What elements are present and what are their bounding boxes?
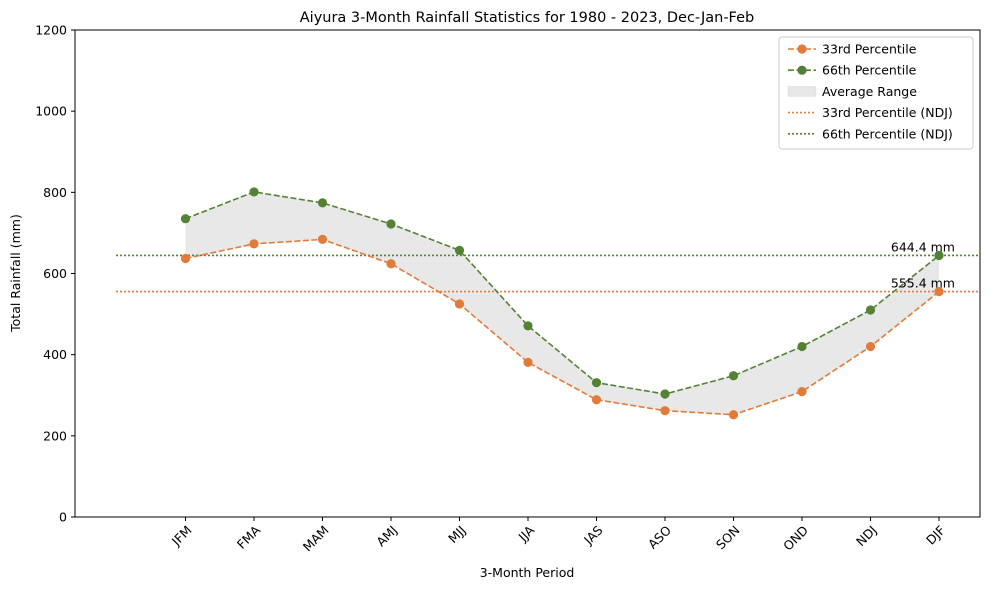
x-tick-label-5: JJA <box>515 522 538 545</box>
series-1-point-2 <box>317 198 328 208</box>
legend-marker-1 <box>797 65 807 75</box>
y-tick-label-2: 400 <box>43 347 67 362</box>
series-0-point-8 <box>728 410 739 420</box>
legend-swatch-2 <box>787 86 817 97</box>
chart-title: Aiyura 3-Month Rainfall Statistics for 1… <box>300 10 754 26</box>
series-0-point-11 <box>934 287 944 297</box>
series-1-point-6 <box>591 378 602 388</box>
series-1-point-5 <box>523 321 533 331</box>
y-tick-label-0: 0 <box>59 510 67 525</box>
x-tick-label-4: MJJ <box>445 523 468 546</box>
series-line-0 <box>185 238 940 416</box>
series-1-point-7 <box>660 389 670 399</box>
x-axis-label: 3-Month Period <box>480 565 575 580</box>
series-0-point-5 <box>523 357 533 367</box>
series-1-point-4 <box>454 245 465 255</box>
legend-label-0: 33rd Percentile <box>822 42 917 57</box>
series-0-point-10 <box>865 341 876 352</box>
legend-label-4: 66th Percentile (NDJ) <box>822 126 953 141</box>
y-tick-label-6: 1200 <box>35 23 67 38</box>
plot-area: 555.4 mm 644.4 mm <box>116 187 980 420</box>
average-range-band <box>185 191 939 415</box>
series-0-point-0 <box>180 253 191 264</box>
x-tick-label-1: FMA <box>234 522 264 552</box>
reference-label-0: 555.4 mm <box>891 276 955 291</box>
series-1-point-1 <box>249 187 259 197</box>
series-1-point-3 <box>386 219 396 229</box>
y-axis-label: Total Rainfall (mm) <box>8 214 23 333</box>
x-tick-label-9: OND <box>780 523 811 554</box>
x-tick-label-3: AMJ <box>373 523 400 550</box>
x-tick-label-2: MAM <box>300 523 332 555</box>
x-tick-label-6: JAS <box>580 522 605 547</box>
series-1-point-10 <box>865 305 876 315</box>
legend-label-3: 33rd Percentile (NDJ) <box>822 105 953 120</box>
x-tick-label-11: DJF <box>923 523 948 548</box>
series-line-1 <box>185 191 940 395</box>
series-1-point-9 <box>797 341 807 352</box>
series-0-point-7 <box>660 406 670 416</box>
legend-label-2: Average Range <box>822 84 917 99</box>
legend: 33rd Percentile 66th Percentile Average Ra… <box>778 36 974 150</box>
legend-marker-0 <box>797 44 807 54</box>
series-0-point-2 <box>317 234 328 245</box>
x-tick-label-10: NDJ <box>853 523 880 550</box>
x-tick-label-8: SON <box>713 523 743 553</box>
series-0-point-4 <box>454 299 465 309</box>
reference-label-1: 644.4 mm <box>891 239 955 254</box>
series-0-point-9 <box>797 386 807 397</box>
series-1-point-8 <box>728 371 739 381</box>
series-1-point-11 <box>934 250 944 261</box>
legend-box <box>778 36 974 150</box>
x-tick-label-0: JFM <box>168 523 195 550</box>
y-tick-label-5: 1000 <box>35 104 67 119</box>
series-0-point-3 <box>386 259 396 269</box>
legend-label-1: 66th Percentile <box>822 63 917 78</box>
series-1-point-0 <box>180 214 191 224</box>
series-0-point-6 <box>591 395 602 405</box>
series-0-point-1 <box>249 239 259 249</box>
y-tick-label-4: 800 <box>43 185 67 200</box>
y-tick-label-1: 200 <box>43 428 67 443</box>
y-tick-label-3: 600 <box>43 266 67 281</box>
x-tick-label-7: ASO <box>645 522 674 551</box>
